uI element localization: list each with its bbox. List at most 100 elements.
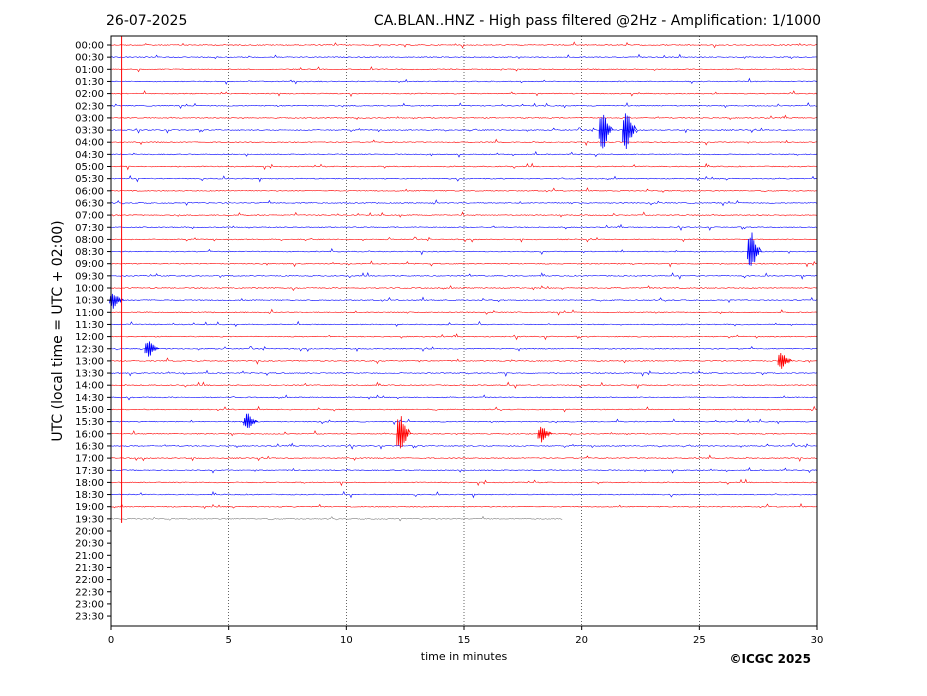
chart-title: CA.BLAN..HNZ - High pass filtered @2Hz -… [374, 13, 821, 29]
event-13:00-28.6 [777, 352, 793, 369]
y-tick-label: 07:00 [75, 211, 104, 222]
trace-19:00 [110, 502, 817, 509]
y-tick-label: 15:00 [75, 405, 104, 416]
trace-05:30 [110, 175, 817, 183]
x-tick-label: 20 [575, 635, 588, 646]
y-tick-label: 22:00 [75, 575, 104, 586]
y-tick-label: 07:30 [75, 223, 104, 234]
y-tick-label: 09:00 [75, 259, 104, 270]
y-tick-label: 08:30 [75, 247, 104, 258]
trace-09:30 [110, 271, 817, 280]
y-tick-label: 01:30 [75, 77, 104, 88]
vertical-gridlines [228, 36, 700, 626]
y-tick-label: 19:30 [75, 514, 104, 525]
trace-17:30 [110, 466, 817, 474]
trace-01:30 [110, 77, 817, 85]
copyright-text: ©ICGC 2025 [729, 652, 811, 666]
y-tick-label: 04:00 [75, 138, 104, 149]
trace-15:30 [110, 418, 817, 425]
trace-05:00 [110, 162, 817, 171]
x-tick-label: 30 [811, 635, 824, 646]
x-tick-label: 15 [458, 635, 471, 646]
y-tick-label: 05:00 [75, 162, 104, 173]
seismic-traces [110, 41, 817, 522]
event-15:30-5.9 [243, 413, 258, 428]
y-tick-label: 10:30 [75, 296, 104, 307]
y-tick-label: 13:00 [75, 356, 104, 367]
trace-19:30 [110, 515, 563, 522]
x-axis-label: time in minutes [421, 650, 508, 663]
y-axis-label: UTC (local time = UTC + 02:00) [50, 220, 66, 441]
x-tick-label: 5 [225, 635, 231, 646]
trace-08:00 [110, 236, 817, 243]
trace-00:30 [110, 53, 817, 59]
y-tick-label: 20:00 [75, 527, 104, 538]
trace-16:00 [110, 430, 817, 437]
y-tick-label: 11:00 [75, 308, 104, 319]
y-tick-label: 19:00 [75, 502, 104, 513]
y-tick-label: 17:30 [75, 466, 104, 477]
y-tick-label: 17:00 [75, 454, 104, 465]
event-12:30-1.7 [144, 341, 160, 357]
trace-10:30 [110, 296, 817, 304]
trace-02:30 [110, 102, 817, 110]
x-tick-label: 25 [693, 635, 706, 646]
x-tick-label: 0 [108, 635, 114, 646]
trace-08:30 [110, 247, 817, 256]
y-tick-label: 06:30 [75, 198, 104, 209]
y-tick-label: 00:00 [75, 41, 104, 52]
y-tick-label: 12:00 [75, 332, 104, 343]
trace-14:30 [110, 394, 817, 401]
trace-10:00 [110, 285, 817, 291]
chart-date: 26-07-2025 [106, 13, 187, 29]
trace-07:30 [110, 223, 817, 231]
trace-06:30 [110, 199, 817, 207]
trace-18:00 [110, 478, 817, 487]
y-tick-label: 12:30 [75, 344, 104, 355]
y-tick-label: 22:30 [75, 587, 104, 598]
y-tick-label: 14:30 [75, 393, 104, 404]
y-tick-label: 09:30 [75, 271, 104, 282]
y-tick-label: 18:30 [75, 490, 104, 501]
y-tick-label: 05:30 [75, 174, 104, 185]
seismic-events [109, 36, 793, 523]
y-tick-label: 15:30 [75, 417, 104, 428]
y-tick-label: 06:00 [75, 186, 104, 197]
trace-13:00 [110, 357, 817, 365]
trace-01:00 [110, 66, 817, 73]
trace-18:30 [110, 490, 817, 499]
y-tick-label: 03:30 [75, 126, 104, 137]
trace-11:30 [110, 320, 817, 327]
trace-11:00 [110, 308, 817, 316]
event-16:00-18.4 [537, 426, 553, 443]
y-tick-label: 01:00 [75, 65, 104, 76]
y-tick-label: 23:30 [75, 612, 104, 623]
trace-14:00 [110, 381, 817, 390]
trace-12:30 [110, 346, 817, 352]
y-tick-label: 21:00 [75, 551, 104, 562]
trace-09:00 [110, 260, 817, 268]
trace-17:00 [110, 454, 817, 462]
y-tick-label: 11:30 [75, 320, 104, 331]
y-tick-label: 14:00 [75, 381, 104, 392]
y-tick-label: 13:30 [75, 369, 104, 380]
trace-04:00 [110, 138, 817, 147]
trace-04:30 [110, 151, 817, 158]
trace-03:00 [110, 114, 817, 120]
trace-16:30 [110, 442, 817, 450]
trace-03:30 [110, 127, 817, 134]
trace-12:00 [110, 333, 817, 341]
event-03:30-21 [598, 114, 614, 149]
y-tick-label: 10:00 [75, 284, 104, 295]
y-tick-label: 03:00 [75, 113, 104, 124]
y-tick-label: 02:30 [75, 101, 104, 112]
y-tick-label: 02:00 [75, 89, 104, 100]
trace-00:00 [110, 41, 817, 49]
trace-15:00 [110, 405, 817, 413]
y-tick-label: 08:00 [75, 235, 104, 246]
y-tick-label: 04:30 [75, 150, 104, 161]
trace-02:00 [110, 90, 817, 97]
y-tick-label: 16:00 [75, 429, 104, 440]
